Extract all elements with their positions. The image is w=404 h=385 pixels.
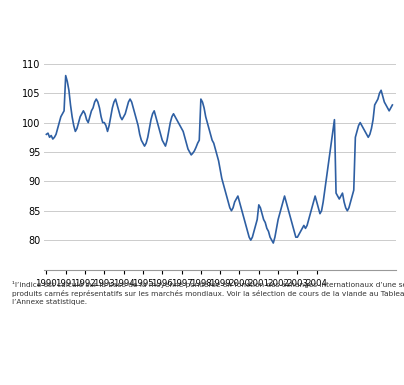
Text: ¹l’indice est calculé sur la base de la moyenne pondérée en fonction des échange: ¹l’indice est calculé sur la base de la … (12, 281, 404, 305)
Text: Figure 15. Indice mensuel des prix de la viande (1990-92=100) ¹: Figure 15. Indice mensuel des prix de la… (5, 13, 368, 23)
